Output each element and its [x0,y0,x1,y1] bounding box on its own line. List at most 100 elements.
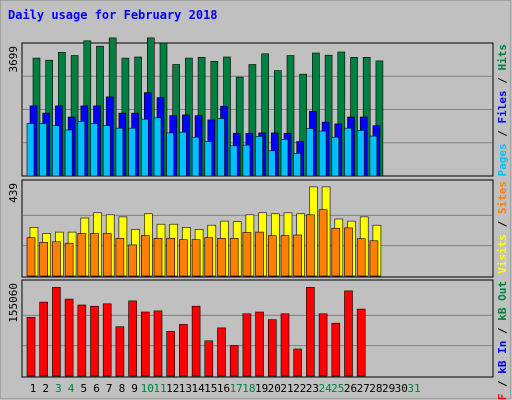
bar-pages [229,145,238,177]
bar-sites [344,227,353,277]
panel-visits: 439 Visits / Sites [7,179,509,278]
x-tick-label: 8 [119,382,126,395]
x-tick-label: 26 [344,382,357,395]
bar-pages [52,125,60,177]
bar-kb-f [52,287,61,377]
bar-pages [267,150,276,177]
x-tick-label: 12 [166,382,179,395]
bar-kb-f [229,345,239,377]
y-max-label-kbytes: 155060 [7,283,20,323]
bar-sites [26,237,36,277]
bar-sites [191,239,201,277]
bar-pages [191,136,200,177]
bar-pages [204,141,213,177]
bar-kb-f [39,301,49,377]
bar-sites [90,233,99,277]
bar-kb-f [217,327,226,377]
x-tick-label: 24 [318,382,332,395]
bar-sites [64,242,74,277]
bar-kb-f [77,304,87,377]
bar-sites [293,234,303,277]
legend-entry: Files [496,90,509,123]
bar-pages [242,144,251,177]
bar-sites [280,235,290,277]
x-tick-label: 10 [141,382,154,395]
bar-kb-f [90,305,99,377]
x-tick-label: 6 [93,382,100,395]
bar-pages [115,127,124,177]
bar-sites [242,232,252,277]
bar-pages [39,123,48,177]
x-tick-label: 16 [217,382,230,395]
bar-kb-f [306,287,315,377]
bar-kb-f [242,313,252,377]
x-tick-label: 7 [106,382,113,395]
bar-kb-f [356,308,366,377]
x-tick-label: 17 [230,382,243,395]
legend-entry: / [496,374,509,394]
x-tick-label: 31 [407,382,420,395]
bar-kb-f [179,324,188,377]
x-tick-label: 13 [179,382,192,395]
bar-pages [26,123,35,177]
legend-entry: Sites [496,181,509,214]
x-tick-label: 2 [42,382,49,395]
bar-sites [77,233,87,277]
bar-kb-f [204,340,214,377]
bar-pages [331,136,340,177]
x-tick-label: 18 [242,382,255,395]
x-tick-label: 23 [306,382,319,395]
legend-visits: Visits / Sites [496,181,509,274]
bar-sites [318,209,328,277]
bar-kb-f [318,313,328,377]
panel-requests: 3699 Pages / Files / Hits [7,37,509,177]
bar-pages [344,127,352,177]
legend-entry: kB In [496,341,509,374]
bar-sites [255,231,264,277]
x-tick-label: 27 [357,382,370,395]
legend-requests: Pages / Files / Hits [496,44,509,177]
x-tick-label: 28 [369,382,382,395]
x-tick-label: 5 [80,382,87,395]
bar-kb-f [166,331,175,377]
panel-kbytes: 155060 kB F / kB In / kB Out [7,279,509,400]
bar-kb-f [141,311,150,377]
bar-sites [128,244,137,277]
bar-sites [52,241,61,277]
bar-kb-f [128,300,137,377]
x-tick-label: 4 [68,382,75,395]
bar-sites [102,233,112,277]
bar-pages [369,135,378,177]
y-max-label-visits: 439 [7,183,20,203]
x-tick-label: 9 [131,382,138,395]
legend-entry: Visits [496,234,509,274]
bar-kb-f [331,322,341,377]
bar-pages [128,127,136,177]
bar-sites [356,238,366,277]
bar-sites [306,214,315,277]
bar-pages [306,128,314,177]
bar-pages [255,136,263,177]
legend-entry: / [496,71,509,91]
bar-sites [369,240,379,277]
legend-entry: kB F [496,394,509,400]
legend-kbytes: kB F / kB In / kB Out [496,281,509,400]
bar-sites [166,238,175,277]
x-tick-label: 14 [191,382,205,395]
bar-sites [141,235,150,277]
bar-kb-f [255,311,264,377]
x-tick-label: 19 [255,382,268,395]
bar-kb-f [115,326,125,377]
bar-sites [331,228,341,277]
bar-sites [217,238,226,277]
bar-kb-f [26,316,36,377]
bar-pages [77,121,86,177]
legend-entry: Pages [496,143,509,176]
x-tick-label: 3 [55,382,62,395]
y-max-label-requests: 3699 [7,46,20,73]
legend-entry: kB Out [496,281,509,321]
bar-sites [153,238,163,277]
bar-kb-f [153,310,163,377]
